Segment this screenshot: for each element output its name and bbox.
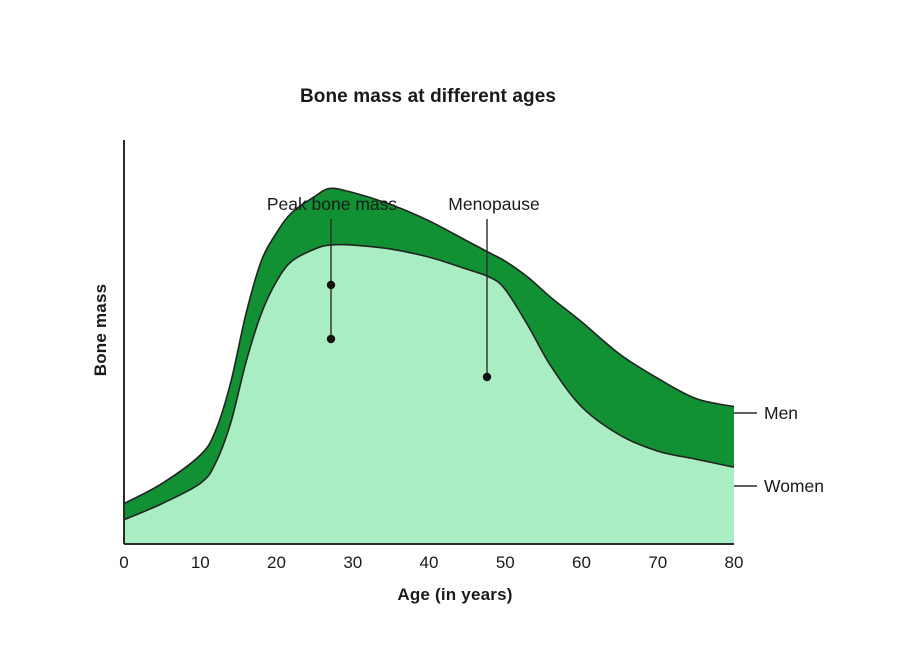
series-label-women: Women <box>734 476 824 496</box>
plot-area <box>123 187 735 545</box>
series-label-women-text: Women <box>764 476 824 496</box>
x-tick-label: 70 <box>648 553 667 572</box>
y-axis-title: Bone mass <box>91 284 110 377</box>
x-tick-label: 50 <box>496 553 515 572</box>
x-tick-label: 60 <box>572 553 591 572</box>
annotation-menopause-label: Menopause <box>448 194 539 214</box>
x-tick-label: 0 <box>119 553 128 572</box>
x-tick-label: 80 <box>725 553 744 572</box>
x-tick-label: 30 <box>343 553 362 572</box>
annotation-menopause: Menopause <box>448 194 540 382</box>
page-title: Bone mass at different ages <box>300 86 556 107</box>
series-label-men-text: Men <box>764 403 798 423</box>
x-tick-label: 20 <box>267 553 286 572</box>
annotation-peak-dot-women <box>326 334 336 344</box>
series-area-women <box>124 244 734 545</box>
annotation-peak-dot-men <box>326 280 336 290</box>
series-label-men: Men <box>734 403 798 423</box>
series-line-women <box>123 243 735 521</box>
annotation-menopause-dot-women <box>482 372 492 382</box>
annotation-peak-label: Peak bone mass <box>267 194 398 214</box>
x-axis-title: Age (in years) <box>397 585 512 604</box>
annotation-peak-bone-mass: Peak bone mass <box>267 194 398 344</box>
series-line-men <box>123 187 735 505</box>
x-tick-label: 10 <box>191 553 210 572</box>
x-tick-label: 40 <box>420 553 439 572</box>
x-axis-tick-labels: 0 10 20 30 40 50 60 70 80 <box>119 553 743 572</box>
